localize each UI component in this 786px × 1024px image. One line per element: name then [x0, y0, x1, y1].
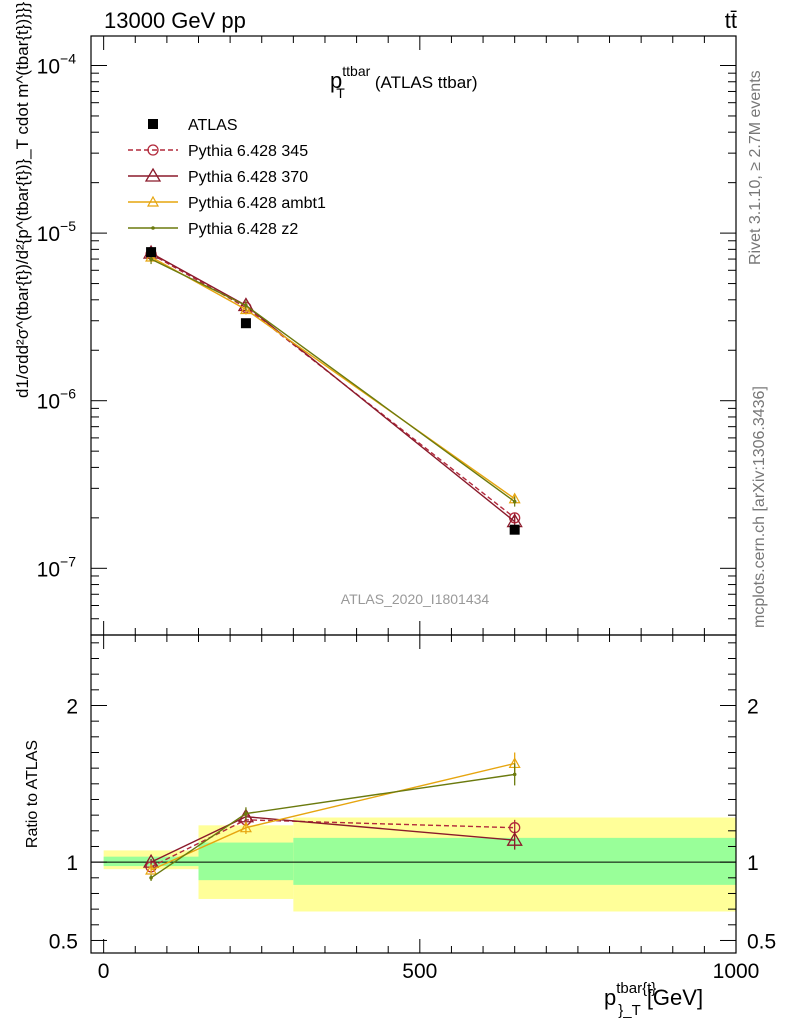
ratio-ytick-label: 1: [66, 852, 78, 875]
legend-item-p345: Pythia 6.428 345: [128, 143, 308, 160]
main-ytick-exp: −4: [60, 51, 76, 67]
main-ytick-base: 10: [37, 558, 60, 581]
ratio-ytick-label-right: 2: [747, 695, 759, 718]
ratio-point-ambt1: [145, 863, 158, 875]
ratio-band-inner: [198, 842, 294, 881]
ratio-ytick-label: 0.5: [49, 930, 78, 953]
legend-label-p345: Pythia 6.428 345: [188, 143, 308, 160]
legend-label-ambt1: Pythia 6.428 ambt1: [188, 195, 326, 212]
point-z2: [244, 303, 248, 308]
legend-item-atlas: ATLAS: [148, 117, 238, 134]
mcplots-label: mcplots.cern.ch [arXiv:1306.3436]: [751, 386, 768, 628]
ratio-frame: [90, 634, 737, 954]
point-ambt1: [239, 303, 252, 315]
ratio-ytick-label: 2: [66, 695, 78, 718]
xtick-label: 1000: [713, 960, 760, 983]
ratio-point-ambt1: [239, 821, 252, 833]
ratio-point-z2: [149, 876, 153, 880]
series-p370: [142, 244, 523, 528]
ratio-ytick-label-right: 0.5: [747, 930, 776, 953]
main-ytick-exp: −5: [60, 218, 76, 234]
legend-label-atlas: ATLAS: [188, 117, 238, 134]
point-z2: [512, 499, 517, 504]
main-ytick-label: 10−6: [37, 386, 77, 414]
main-ytick-label: 10−5: [37, 218, 77, 246]
main-ylabel: d1/σdd²σ^(tbar{t})/d²{p^(tbar{t})}_T cdo…: [13, 0, 32, 398]
ratio-point-z2: [244, 811, 248, 816]
legend: ATLAS Pythia 6.428 345 Pythia 6.428 370 Pyt…: [128, 117, 326, 238]
series-z2: [149, 254, 517, 507]
plot-title-rest: (ATLAS ttbar): [375, 73, 478, 92]
header-energy: 13000 GeV pp: [104, 8, 246, 33]
main-ytick-exp: −7: [60, 553, 76, 569]
xlabel-rest: [GeV]: [647, 985, 703, 1010]
ratio-point-p370: [506, 831, 523, 846]
plot-title: pttbar T (ATLAS ttbar): [330, 63, 477, 101]
rivet-label: Rivet 3.1.10, ≥ 2.7M events: [747, 70, 764, 265]
series-ambt1: [145, 250, 521, 504]
main-panel: 10−710−610−510−4 pttbar T(ATLAS ttbar) AT…: [13, 0, 737, 636]
main-ytick-base: 10: [37, 56, 60, 79]
ratio-ylabel: Ratio to ATLAS: [24, 740, 41, 848]
plot-title-sup: ttbar: [342, 63, 370, 79]
series-line-z2: [150, 258, 516, 503]
series-line-p370: [150, 252, 516, 523]
xlabel-sup: tbar{t}: [616, 980, 656, 997]
legend-label-p370: Pythia 6.428 370: [188, 169, 308, 186]
xtick-label: 0: [98, 960, 110, 983]
xlabel: ptbar{t} }_T [GeV]: [604, 980, 703, 1019]
series-p345: [145, 248, 521, 524]
ratio-series-z2: [149, 763, 517, 881]
legend-marker-ambt1: [146, 195, 160, 207]
plot-title-main: p: [330, 68, 342, 93]
analysis-watermark: ATLAS_2020_I1801434: [341, 591, 490, 607]
ratio-ytick-label-right: 1: [747, 852, 759, 875]
xlabel-main: p: [604, 985, 616, 1010]
main-ytick-base: 10: [37, 223, 60, 246]
legend-marker-z2: [151, 226, 155, 230]
legend-item-p370: Pythia 6.428 370: [128, 167, 308, 186]
legend-marker-p345: [147, 144, 159, 156]
xlabel-sub: }_T: [618, 1002, 641, 1019]
ratio-panel: 0.5 0.5 1 1 2 2 0 500 1000 Ratio to ATLAS ptbar…: [24, 634, 776, 1019]
point-z2: [149, 257, 153, 261]
main-ytick-base: 10: [37, 391, 60, 414]
series-atlas: [146, 247, 520, 535]
legend-marker-p370: [144, 167, 162, 182]
point-atlas: [146, 247, 157, 258]
main-ytick-label: 10−4: [37, 51, 77, 79]
legend-item-z2: Pythia 6.428 z2: [128, 221, 298, 238]
legend-label-z2: Pythia 6.428 z2: [188, 221, 298, 238]
main-ytick-label: 10−7: [37, 553, 77, 581]
header-process: tt̄: [725, 8, 737, 33]
main-ytick-exp: −6: [60, 386, 76, 402]
point-atlas: [509, 524, 520, 535]
legend-item-ambt1: Pythia 6.428 ambt1: [128, 195, 326, 212]
legend-marker-atlas: [148, 119, 158, 129]
point-atlas: [240, 318, 251, 329]
xtick-label: 500: [402, 960, 437, 983]
plot-title-sub: T: [336, 85, 345, 101]
ratio-point-z2: [512, 772, 517, 777]
